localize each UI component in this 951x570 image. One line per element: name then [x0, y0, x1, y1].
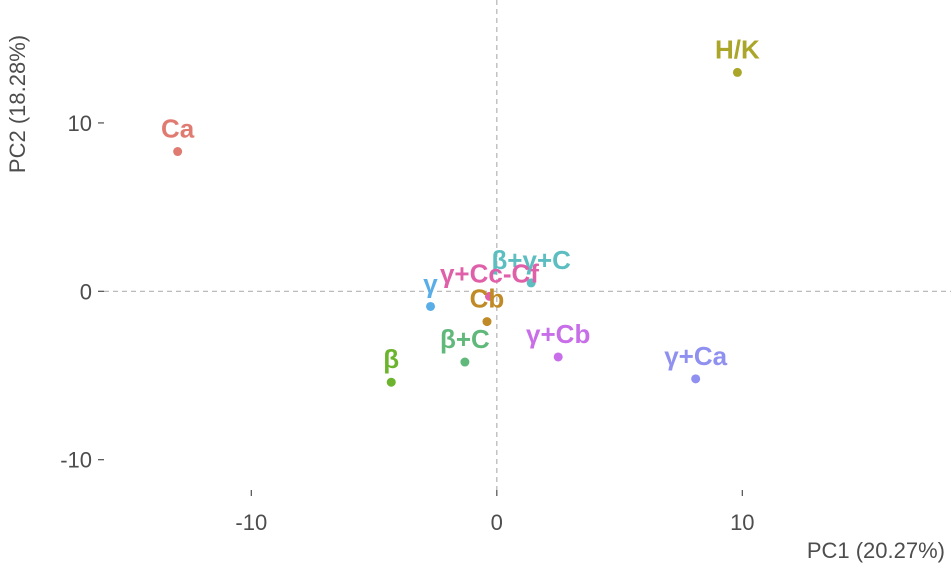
x-tick-label: 10 [730, 510, 754, 535]
point-label: γ [423, 268, 438, 298]
data-point [460, 357, 470, 367]
point-label: Ca [161, 114, 195, 144]
point-label: γ+Cc-Cf [440, 258, 539, 288]
data-point [732, 67, 742, 77]
point-label: β+γ+C [491, 245, 571, 275]
x-tick-label: -10 [235, 510, 267, 535]
point-label: β [383, 344, 399, 374]
y-tick-label: -10 [60, 448, 92, 473]
data-point [484, 291, 494, 301]
point-label: β+C [440, 324, 490, 354]
data-points: Ca H/K β+γ+Cγ+Cc-Cfγ Cb β+C γ+Cb β γ+Ca [161, 34, 760, 387]
data-point [553, 352, 563, 362]
reference-lines [104, 0, 951, 490]
data-point [426, 301, 436, 311]
x-tick-label: 0 [491, 510, 503, 535]
point-label: Cb [470, 284, 505, 314]
point-label: H/K [715, 34, 760, 64]
x-axis-title: PC1 (20.27%) [807, 538, 945, 563]
data-point [482, 317, 492, 327]
axes-group: -10 0 10 -10 0 10 [60, 111, 754, 535]
y-axis-title: PC2 (18.28%) [5, 35, 30, 173]
data-point [173, 147, 183, 157]
point-label: γ+Ca [664, 341, 727, 371]
data-point [386, 377, 396, 387]
data-point [526, 278, 536, 288]
y-tick-label: 0 [80, 279, 92, 304]
y-tick-label: 10 [68, 111, 92, 136]
point-label: γ+Cb [526, 319, 590, 349]
data-point [691, 374, 701, 384]
